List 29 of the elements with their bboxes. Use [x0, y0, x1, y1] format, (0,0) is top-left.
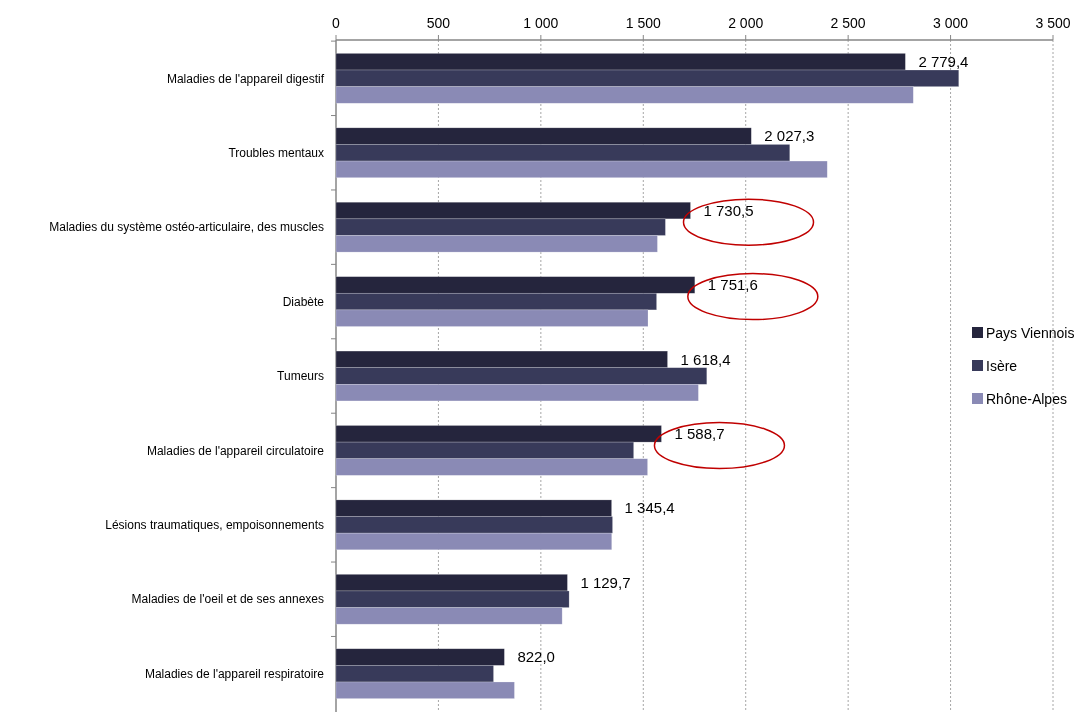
data-label: 1 751,6 [707, 276, 758, 294]
data-label: 2 027,3 [764, 127, 815, 145]
x-tick-label: 1 500 [625, 15, 662, 31]
y-tick-label: Tumeurs [277, 369, 324, 384]
y-tick-label: Diabète [282, 294, 325, 309]
data-label: 2 779,4 [918, 52, 969, 70]
x-tick-label: 0 [332, 15, 341, 31]
x-tick-label: 500 [426, 15, 451, 31]
x-tick-label: 1 000 [523, 15, 559, 31]
x-tick-label: 3 000 [933, 15, 969, 31]
data-label: 822,0 [517, 648, 555, 666]
data-label: 1 345,4 [624, 499, 675, 517]
legend-label: Rhône-Alpes [986, 390, 1067, 407]
y-tick-label: Maladies du système ostéo-articulaire, des muscles [49, 220, 324, 235]
data-label: 1 588,7 [674, 425, 725, 443]
y-tick-label: Troubles mentaux [228, 145, 324, 160]
y-tick-label: Maladies de l'oeil et de ses annexes [131, 592, 324, 607]
x-tick-label: 2 000 [728, 15, 764, 31]
y-tick-label: Maladies de l'appareil circulatoire [146, 443, 325, 458]
data-label: 1 129,7 [580, 573, 631, 591]
y-tick-label: Maladies de l'appareil digestif [166, 71, 325, 86]
legend-label: Isère [986, 357, 1018, 374]
x-tick-label: 2 500 [830, 15, 866, 31]
y-tick-label: Maladies de l'appareil respiratoire [144, 666, 325, 681]
data-label: 1 618,4 [680, 350, 731, 368]
y-tick-label: Lésions traumatiques, empoisonnements [105, 518, 324, 533]
legend-label: Pays Viennois [986, 324, 1075, 341]
data-label: 1 730,5 [703, 201, 754, 219]
x-tick-label: 3 500 [1035, 15, 1071, 31]
